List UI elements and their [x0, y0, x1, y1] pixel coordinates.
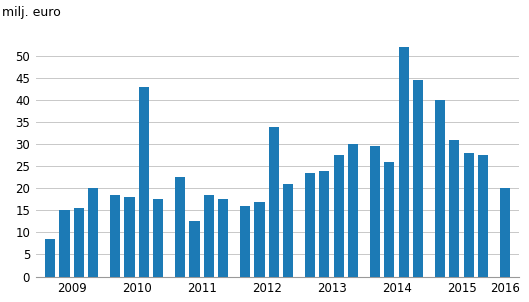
- Bar: [74, 208, 84, 277]
- Bar: [449, 140, 459, 277]
- Bar: [240, 206, 250, 277]
- Bar: [478, 155, 488, 277]
- Bar: [59, 210, 70, 277]
- Text: milj. euro: milj. euro: [2, 6, 60, 19]
- Bar: [45, 239, 55, 277]
- Bar: [110, 195, 120, 277]
- Bar: [124, 197, 134, 277]
- Bar: [175, 177, 185, 277]
- Bar: [269, 127, 279, 277]
- Bar: [254, 201, 264, 277]
- Bar: [153, 199, 163, 277]
- Bar: [435, 100, 445, 277]
- Bar: [189, 221, 199, 277]
- Bar: [218, 199, 229, 277]
- Bar: [370, 146, 380, 277]
- Bar: [283, 184, 294, 277]
- Bar: [320, 171, 330, 277]
- Bar: [399, 47, 409, 277]
- Bar: [305, 173, 315, 277]
- Bar: [500, 188, 510, 277]
- Bar: [385, 162, 395, 277]
- Bar: [464, 153, 474, 277]
- Bar: [413, 80, 423, 277]
- Bar: [88, 188, 98, 277]
- Bar: [348, 144, 358, 277]
- Bar: [204, 195, 214, 277]
- Bar: [139, 87, 149, 277]
- Bar: [334, 155, 344, 277]
